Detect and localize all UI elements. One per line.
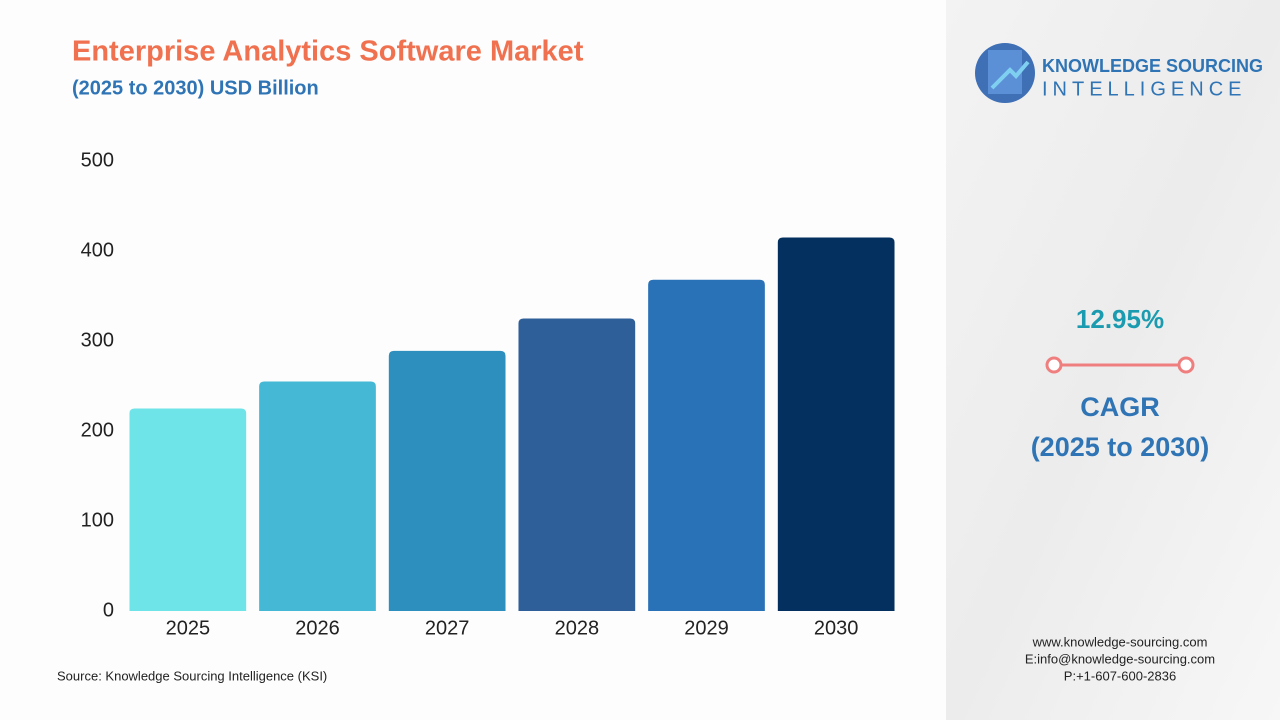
bar xyxy=(388,350,506,611)
contact-web: www.knowledge-sourcing.com xyxy=(1032,634,1208,649)
logo: KNOWLEDGE SOURCING INTELLIGENCE xyxy=(975,43,1263,103)
chart-title: Enterprise Analytics Software Market xyxy=(72,36,584,68)
x-tick-label: 2030 xyxy=(814,617,859,639)
bar xyxy=(777,237,895,611)
x-tick-label: 2029 xyxy=(684,617,729,639)
x-tick-label: 2026 xyxy=(295,617,340,639)
cagr-value: 12.95% xyxy=(1076,304,1164,334)
bar xyxy=(259,381,376,611)
brand-line1: KNOWLEDGE SOURCING xyxy=(1042,56,1263,76)
contact-phone: P:+1-607-600-2836 xyxy=(1064,668,1176,683)
bar xyxy=(648,279,765,611)
logo-icon xyxy=(990,60,1030,90)
y-tick-label: 100 xyxy=(81,509,114,531)
y-tick-label: 300 xyxy=(81,329,114,351)
cagr-label: CAGR xyxy=(1080,392,1160,422)
chart-subtitle: (2025 to 2030) USD Billion xyxy=(72,77,319,99)
x-tick-label: 2028 xyxy=(555,617,600,639)
source: Source: Knowledge Sourcing Intelligence … xyxy=(57,668,327,683)
y-tick-label: 400 xyxy=(81,239,114,261)
y-tick-label: 500 xyxy=(81,149,114,171)
divider-dot xyxy=(1177,356,1195,374)
divider-dot xyxy=(1045,356,1063,374)
bar xyxy=(518,318,636,611)
side-panel xyxy=(946,0,1280,720)
brand-line2: INTELLIGENCE xyxy=(1042,78,1246,100)
contact-email: E:info@knowledge-sourcing.com xyxy=(1025,651,1215,666)
x-tick-label: 2025 xyxy=(166,617,211,639)
x-tick-label: 2027 xyxy=(425,617,470,639)
y-tick-label: 0 xyxy=(103,599,114,621)
bar xyxy=(129,408,247,611)
y-tick-label: 200 xyxy=(81,419,114,441)
cagr-period: (2025 to 2030) xyxy=(1031,432,1210,462)
